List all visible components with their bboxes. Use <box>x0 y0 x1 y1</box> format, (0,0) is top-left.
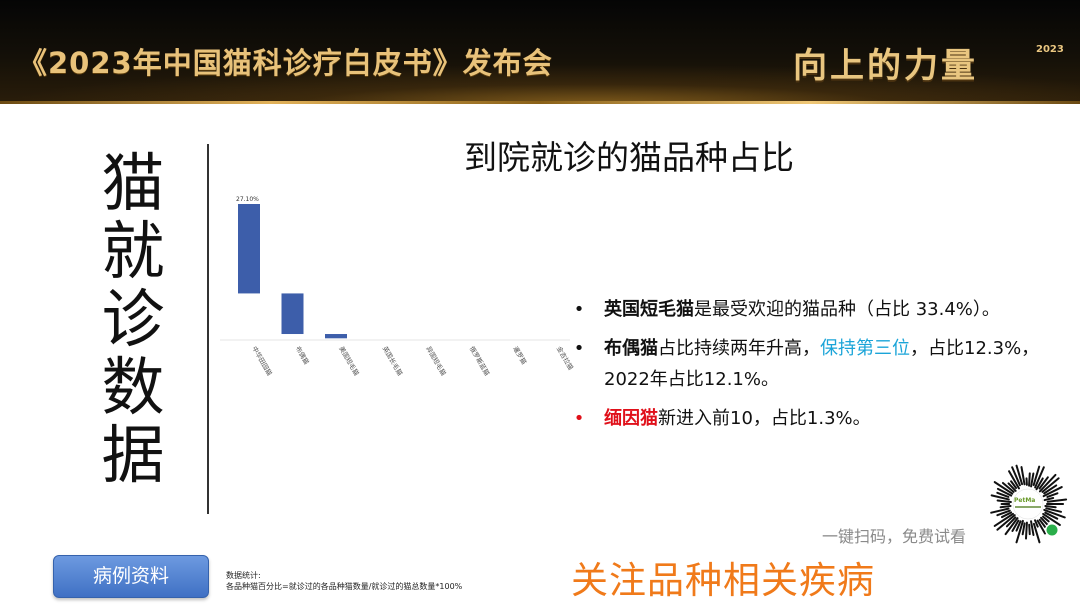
event-slogan: 向上的力量 <box>793 46 978 86</box>
year-text: 2023 <box>1036 44 1064 55</box>
chart-tick-label: 英国长毛猫 <box>381 345 405 378</box>
finding-text: 占比持续两年升高， <box>658 338 820 359</box>
event-year: 2023 <box>1036 44 1064 55</box>
breed-name: 缅因猫 <box>604 408 658 429</box>
finding-text: ，占比12.3%，2022年占比12.1%。 <box>604 338 1040 390</box>
chart-bar <box>281 293 304 335</box>
chart-data-label: 27.10% <box>236 196 259 203</box>
breed-name: 英国短毛猫 <box>604 299 694 320</box>
finding-text: 是最受欢迎的猫品种（占比 33.4%）。 <box>694 299 1000 320</box>
chart-tick-label: 俄罗斯蓝猫 <box>468 345 492 378</box>
header-banner: 《2023年中国猫科诊疗白皮书》发布会 向上的力量 2023 <box>0 0 1080 104</box>
bullet-icon: • <box>573 408 585 429</box>
case-materials-button[interactable]: 病例资料 <box>53 555 209 598</box>
finding-text: 新进入前10，占比1.3%。 <box>658 408 871 429</box>
qr-pattern <box>990 464 1068 544</box>
chart-bars <box>238 204 347 339</box>
stats-note: 数据统计: 各品种猫百分比=就诊过的各品种猫数量/就诊过的猫总数量*100% <box>226 570 462 592</box>
chart-labels: 27.10% <box>236 196 259 203</box>
finding-item: • 缅因猫新进入前10，占比1.3%。 <box>572 403 1062 434</box>
side-title: 猫就诊数据 <box>101 147 165 492</box>
stats-note-heading: 数据统计: <box>226 571 261 580</box>
breed-chart: 27.10% 中华田园猫 布偶猫 美国短毛猫 英国长毛猫 异国短毛猫 俄罗斯蓝猫 暹罗猫 金吉… <box>220 196 576 378</box>
finding-highlight: 保持第三位 <box>820 338 910 359</box>
bullet-icon: • <box>573 299 585 320</box>
chart-tick-label: 暹罗猫 <box>511 345 529 367</box>
event-title: 《2023年中国猫科诊疗白皮书》发布会 <box>18 46 553 80</box>
divider-line <box>207 144 209 514</box>
findings-list: • 英国短毛猫是最受欢迎的猫品种（占比 33.4%）。 • 布偶猫占比持续两年升… <box>572 294 1062 442</box>
chart-title: 到院就诊的猫品种占比 <box>464 138 794 177</box>
chart-tick-label: 中华田园猫 <box>250 345 274 378</box>
finding-item: • 英国短毛猫是最受欢迎的猫品种（占比 33.4%）。 <box>572 294 1062 325</box>
chart-bar <box>238 204 260 294</box>
bullet-icon: • <box>573 338 585 359</box>
mini-program-badge-icon <box>1046 524 1058 536</box>
chart-tick-label: 布偶猫 <box>294 345 312 367</box>
qr-caption: 一键扫码，免费试看 <box>822 527 967 546</box>
qr-brand: PetMa <box>1014 497 1035 504</box>
breed-name: 布偶猫 <box>604 338 658 359</box>
chart-tick-label: 美国短毛猫 <box>337 345 361 378</box>
chart-bar <box>325 334 347 339</box>
focus-title: 关注品种相关疾病 <box>571 559 875 602</box>
stats-note-formula: 各品种猫百分比=就诊过的各品种猫数量/就诊过的猫总数量*100% <box>226 582 463 591</box>
mini-program-code-icon[interactable]: PetMa <box>985 461 1071 547</box>
chart-tick-label: 异国短毛猫 <box>424 345 448 378</box>
finding-item: • 布偶猫占比持续两年升高，保持第三位，占比12.3%，2022年占比12.1%… <box>572 333 1062 395</box>
chart-ticks: 中华田园猫布偶猫美国短毛猫英国长毛猫异国短毛猫俄罗斯蓝猫暹罗猫金吉拉猫缅因猫 <box>250 345 576 378</box>
